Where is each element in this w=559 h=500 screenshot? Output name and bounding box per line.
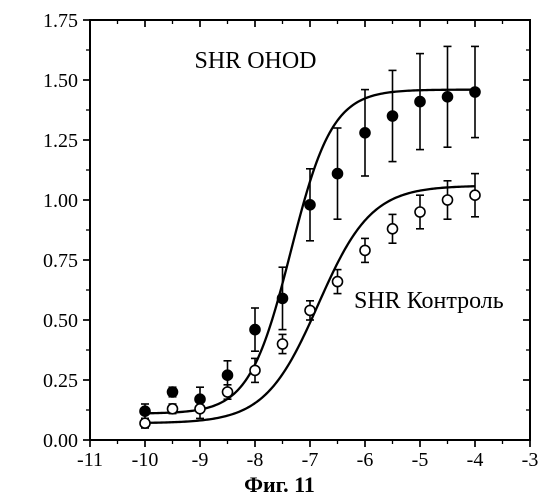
series-control-point — [223, 387, 233, 397]
x-tick-label: -5 — [412, 449, 429, 471]
series-control-point — [140, 418, 150, 428]
x-tick-label: -10 — [132, 449, 159, 471]
series-label: SHR OHOD — [195, 48, 317, 74]
x-tick-label: -7 — [302, 449, 319, 471]
series-control-point — [360, 245, 370, 255]
y-tick-label: 1.00 — [43, 190, 78, 212]
series-ohod-point — [470, 87, 480, 97]
series-ohod-point — [333, 169, 343, 179]
series-ohod-point — [168, 387, 178, 397]
series-control-point — [168, 404, 178, 414]
series-control-point — [388, 224, 398, 234]
series-ohod-point — [140, 406, 150, 416]
x-tick-label: -9 — [192, 449, 209, 471]
series-ohod-point — [250, 325, 260, 335]
series-ohod-point — [223, 370, 233, 380]
series-ohod-point — [415, 97, 425, 107]
x-tick-label: -3 — [522, 449, 539, 471]
y-tick-label: 1.50 — [43, 70, 78, 92]
series-ohod-point — [443, 92, 453, 102]
series-ohod-point — [388, 111, 398, 121]
y-tick-label: 1.75 — [43, 10, 78, 32]
series-ohod-point — [305, 200, 315, 210]
series-control-point — [250, 365, 260, 375]
y-tick-label: 1.25 — [43, 130, 78, 152]
x-tick-label: -8 — [247, 449, 264, 471]
y-tick-label: 0.50 — [43, 310, 78, 332]
series-label: SHR Контроль — [354, 288, 504, 314]
series-control-point — [305, 305, 315, 315]
series-control-point — [278, 339, 288, 349]
chart-svg: -11 -10 -9 -8 -7 -6 -5 -4 -3 0.00 0.25 0.50 0.75 1.00… — [0, 0, 559, 500]
y-tick-label: 0.25 — [43, 370, 78, 392]
series-control-point — [333, 277, 343, 287]
series-control-point — [415, 207, 425, 217]
x-tick-label: -4 — [467, 449, 484, 471]
y-tick-label: 0.75 — [43, 250, 78, 272]
series-control-point — [443, 195, 453, 205]
series-control-point — [470, 190, 480, 200]
figure-container: -11 -10 -9 -8 -7 -6 -5 -4 -3 0.00 0.25 0.50 0.75 1.00… — [0, 0, 559, 500]
figure-caption: Фиг. 11 — [244, 472, 315, 497]
x-tick-label: -6 — [357, 449, 374, 471]
series-ohod-point — [278, 293, 288, 303]
series-control-point — [195, 404, 205, 414]
y-tick-label: 0.00 — [43, 430, 78, 452]
x-tick-label: -11 — [77, 449, 103, 471]
series-ohod-point — [360, 128, 370, 138]
